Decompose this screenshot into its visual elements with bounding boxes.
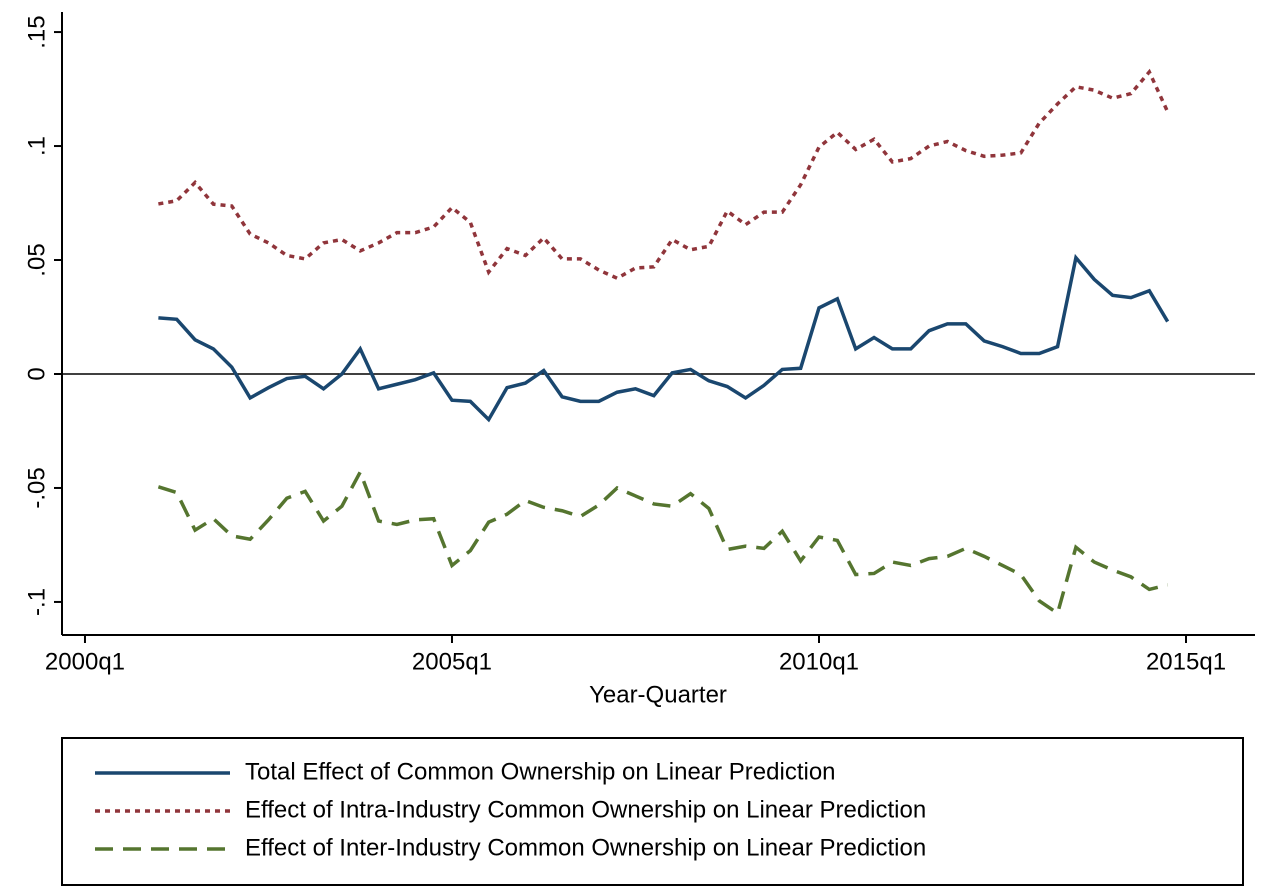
legend-box <box>61 737 1244 886</box>
x-axis-title: Year-Quarter <box>589 681 727 708</box>
legend-label: Effect of Inter-Industry Common Ownershi… <box>245 834 926 861</box>
legend-label: Total Effect of Common Ownership on Line… <box>245 758 836 785</box>
x-tick-label: 2015q1 <box>1146 648 1226 675</box>
y-tick-label: -.05 <box>23 467 50 508</box>
y-tick-label: .15 <box>23 15 50 48</box>
x-tick-label: 2010q1 <box>779 648 859 675</box>
legend-label: Effect of Intra-Industry Common Ownershi… <box>245 796 926 823</box>
series-line <box>158 253 1170 423</box>
y-tick-label: .05 <box>23 243 50 276</box>
x-tick-label: 2000q1 <box>45 648 125 675</box>
y-tick-label: 0 <box>23 367 50 380</box>
x-tick-label: 2005q1 <box>412 648 492 675</box>
y-tick-label: -.1 <box>23 588 50 616</box>
series-line <box>157 467 1169 617</box>
y-tick-label: .1 <box>23 136 50 156</box>
series-line <box>158 68 1170 281</box>
